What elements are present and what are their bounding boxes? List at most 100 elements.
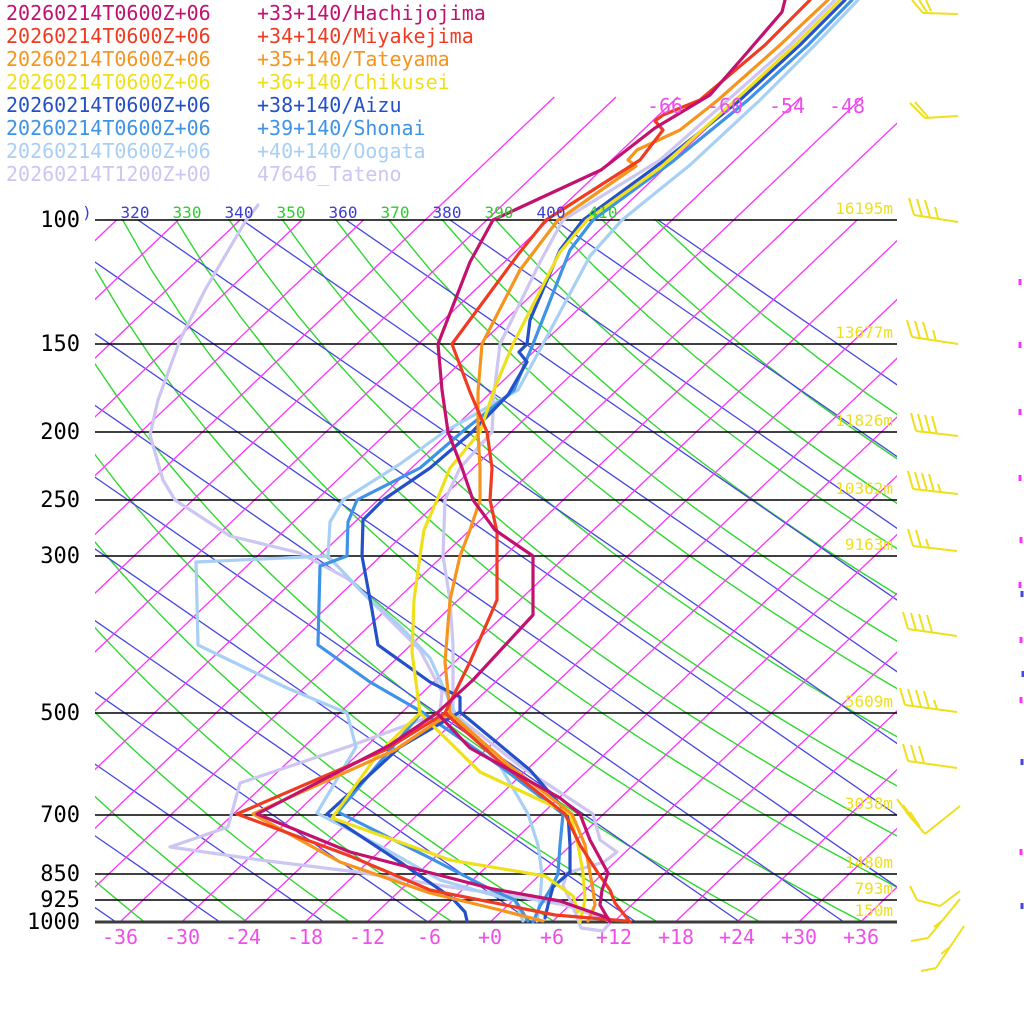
upper-isotherm-label: -66: [647, 94, 683, 118]
theta-label: 400: [537, 203, 566, 222]
barb-250hpa: [907, 470, 959, 495]
pressure-label: 1000: [27, 910, 80, 935]
temp-label: -36: [102, 925, 138, 949]
upper-isotherm-label: -54: [769, 94, 805, 118]
theta-label: 350: [277, 203, 306, 222]
temp-label: +18: [658, 925, 694, 949]
temp-label: -24: [225, 925, 261, 949]
theta-label: 390: [485, 203, 514, 222]
temp-label: -18: [287, 925, 323, 949]
altitude-label: 9163m: [845, 535, 893, 554]
temp-axis-labels: -36 -30 -24 -18 -12 -6 +0 +6 +12 +18 +24 +30 +36: [102, 925, 879, 949]
pressure-label: 700: [40, 803, 80, 828]
altitude-label: 1480m: [845, 853, 893, 872]
barb-150hpa: [906, 319, 959, 345]
trace-hachijojima: [255, 0, 787, 924]
temp-label: +36: [843, 925, 879, 949]
pressure-label: 100: [40, 208, 80, 233]
barb-400hpa: [902, 611, 958, 637]
pressure-label: 850: [40, 862, 80, 887]
legend-time: 20260214T0600Z+06: [6, 116, 211, 140]
trace-shonai: [316, 0, 854, 924]
upper-isotherm-labels: -66 -60 -54 -48: [647, 94, 865, 118]
legend-time: 20260214T0600Z+06: [6, 47, 211, 71]
legend-time: 20260214T0600Z+06: [6, 24, 211, 48]
sounding-traces: [148, 0, 860, 933]
legend-item: 20260214T0600Z+06 +33+140/Hachijojima: [6, 2, 606, 25]
legend-station: +38+140/Aizu: [257, 93, 402, 117]
temp-label: -30: [164, 925, 200, 949]
pressure-label: 150: [40, 332, 80, 357]
legend-station: +36+140/Chikusei: [257, 70, 450, 94]
altitude-label: 150m: [854, 901, 893, 920]
legend-item: 20260214T0600Z+06 +38+140/Aizu: [6, 94, 606, 117]
temp-label: +6: [540, 925, 564, 949]
legend-station: +35+140/Tateyama: [257, 47, 450, 71]
barb-200hpa: [910, 412, 959, 437]
legend-station: +34+140/Miyakejima: [257, 24, 474, 48]
barb-300hpa: [907, 528, 958, 552]
altitude-label: 5609m: [845, 692, 893, 711]
temp-label: -6: [417, 925, 441, 949]
upper-isotherm-label: -48: [829, 94, 865, 118]
barb-600hpa: [902, 743, 958, 769]
legend-station: 47646_Tateno: [257, 162, 402, 186]
theta-label: 340: [225, 203, 254, 222]
pressure-label: 300: [40, 544, 80, 569]
altitude-label: 13677m: [835, 323, 893, 342]
pressure-label: 500: [40, 701, 80, 726]
trace-tateno_47646_obs: [148, 0, 837, 933]
theta-label: 380: [433, 203, 462, 222]
barb-500hpa: [899, 687, 958, 713]
trace-tateyama: [251, 0, 830, 923]
legend-station: +39+140/Shonai: [257, 116, 426, 140]
theta-label: 410: [589, 203, 618, 222]
legend-item: 20260214T0600Z+06 +35+140/Tateyama: [6, 48, 606, 71]
theta-label: 370: [381, 203, 410, 222]
legend-item: 20260214T0600Z+06 +40+140/Oogata: [6, 140, 606, 163]
barb-top: [911, 0, 959, 15]
barb-925hpa: [910, 898, 961, 942]
altitude-label: 16195m: [835, 199, 893, 218]
legend-station: +33+140/Hachijojima: [257, 1, 486, 25]
clipped-theta-label: ): [82, 203, 92, 222]
legend-item: 20260214T0600Z+06 +34+140/Miyakejima: [6, 25, 606, 48]
wind-barbs: [896, 0, 965, 972]
temp-label: +0: [478, 925, 502, 949]
trace-oogata: [194, 0, 860, 923]
theta-label: 360: [329, 203, 358, 222]
barb-70hpa: [909, 101, 959, 119]
temp-label: -12: [349, 925, 385, 949]
altitude-labels: 16195m 13677m 11826m 10362m 9163m 5609m 3038m 1…: [835, 199, 893, 920]
legend-time: 20260214T0600Z+06: [6, 1, 211, 25]
legend-item: 20260214T0600Z+06 +36+140/Chikusei: [6, 71, 606, 94]
pressure-label: 200: [40, 420, 80, 445]
legend-time: 20260214T1200Z+00: [6, 162, 211, 186]
legend-station: +40+140/Oogata: [257, 139, 426, 163]
legend-item: 20260214T1200Z+00 47646_Tateno: [6, 163, 606, 186]
barb-700hpa: [896, 798, 961, 835]
theta-label: 320: [121, 203, 150, 222]
legend-item: 20260214T0600Z+06 +39+140/Shonai: [6, 117, 606, 140]
altitude-label: 11826m: [835, 411, 893, 430]
pressure-label: 250: [40, 488, 80, 513]
trace-miyakejima: [235, 0, 812, 924]
isotherm-lines-upper: [424, 96, 897, 221]
temp-label: +30: [781, 925, 817, 949]
edge-dashes: [1018, 279, 1024, 909]
theta-labels: 320 330 340 350 360 370 380 390 400 410): [82, 203, 617, 222]
altitude-label: 10362m: [835, 479, 893, 498]
legend-time: 20260214T0600Z+06: [6, 70, 211, 94]
barb-1000hpa: [920, 925, 965, 972]
upper-isotherm-label: -60: [707, 94, 743, 118]
legend-time: 20260214T0600Z+06: [6, 93, 211, 117]
barb-850hpa: [909, 885, 961, 907]
temp-label: +12: [596, 925, 632, 949]
barb-100hpa: [908, 197, 959, 223]
legend: 20260214T0600Z+06 +33+140/Hachijojima 2026…: [6, 2, 606, 186]
altitude-label: 793m: [854, 879, 893, 898]
altitude-label: 3038m: [845, 794, 893, 813]
